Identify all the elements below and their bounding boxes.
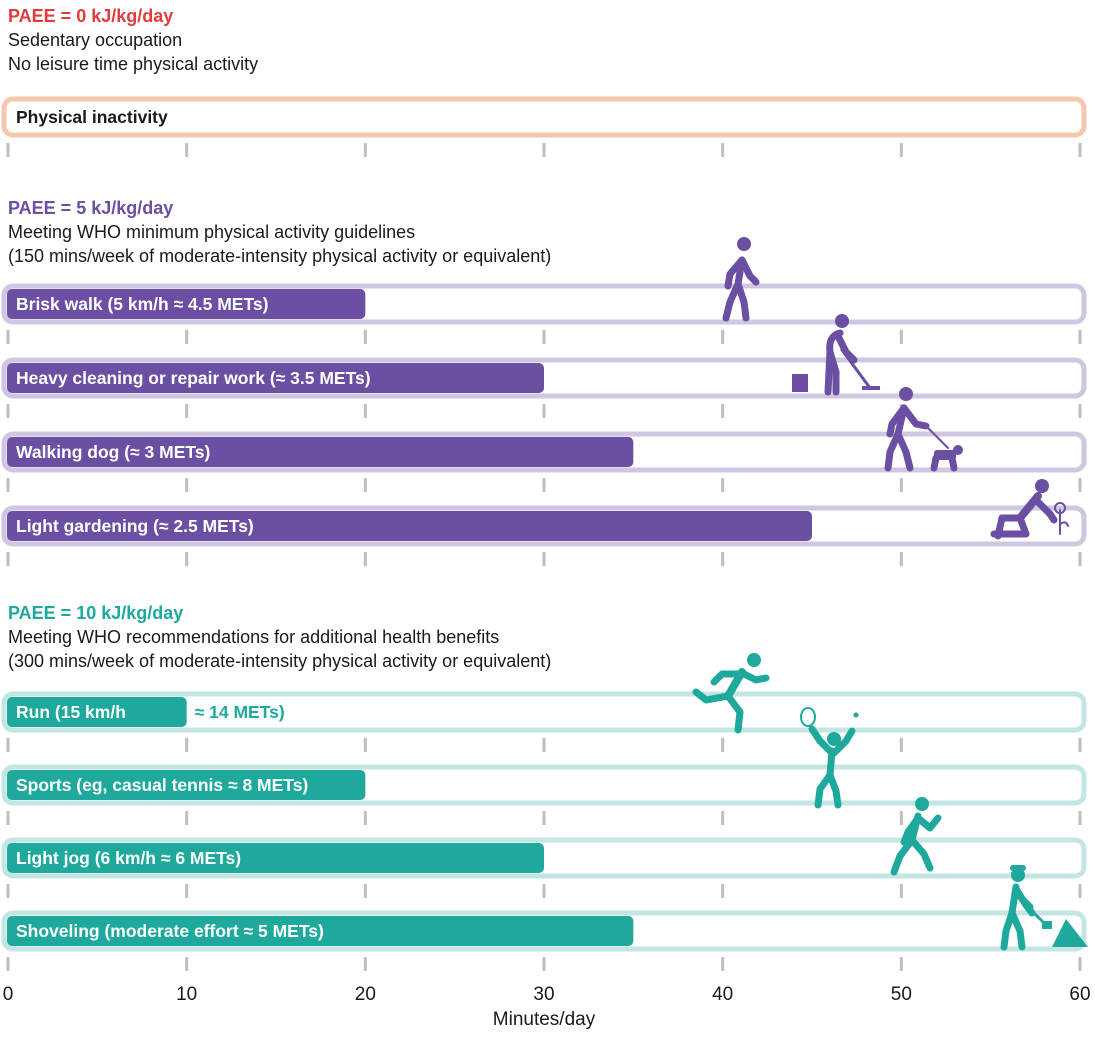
- bar-label: Physical inactivity: [16, 107, 168, 127]
- x-tick-label: 60: [1069, 984, 1090, 1005]
- shoveling-person-icon: [1000, 865, 1088, 951]
- bar: [7, 289, 366, 319]
- group-heading: PAEE = 10 kJ/kg/day: [8, 603, 183, 623]
- bar-label: Light gardening (≈ 2.5 METs): [16, 516, 254, 536]
- group-description: Meeting WHO minimum physical activity gu…: [8, 222, 415, 242]
- bar-label: Run (15 km/h: [16, 702, 126, 722]
- x-tick-label: 40: [712, 984, 733, 1005]
- mopping-person-icon: [792, 314, 880, 396]
- bar: [7, 843, 544, 873]
- group-description: (150 mins/week of moderate-intensity phy…: [8, 246, 551, 266]
- walking-person-icon: [722, 237, 760, 322]
- bar: [7, 697, 187, 727]
- group-description: (300 mins/week of moderate-intensity phy…: [8, 651, 551, 671]
- gardener-icon: [990, 479, 1069, 540]
- group-description: No leisure time physical activity: [8, 54, 258, 74]
- group-heading: PAEE = 0 kJ/kg/day: [8, 6, 173, 26]
- bar-track: [1, 96, 1087, 138]
- x-axis-label: Minutes/day: [493, 1009, 596, 1030]
- bar: [7, 770, 366, 800]
- jogger-icon: [890, 797, 942, 876]
- bar-label: Brisk walk (5 km/h ≈ 4.5 METs): [16, 294, 268, 314]
- x-tick-label: 50: [891, 984, 912, 1005]
- bar: [7, 916, 634, 946]
- sprinter-icon: [692, 653, 770, 734]
- bar: [7, 437, 634, 467]
- x-tick-label: 20: [355, 984, 376, 1005]
- bar-label: Sports (eg, casual tennis ≈ 8 METs): [16, 775, 308, 795]
- dog-walker-icon: [884, 387, 963, 472]
- tennis-player-icon: [800, 707, 859, 809]
- bar-label-outside: ≈ 14 METs): [195, 702, 285, 722]
- x-tick-label: 10: [176, 984, 197, 1005]
- bar-label: Heavy cleaning or repair work (≈ 3.5 MET…: [16, 368, 371, 388]
- bar-label: Light jog (6 km/h ≈ 6 METs): [16, 848, 241, 868]
- bar: [7, 511, 812, 541]
- bar-label: Walking dog (≈ 3 METs): [16, 442, 210, 462]
- bar: [7, 363, 544, 393]
- x-tick-label: 0: [3, 984, 14, 1005]
- group-description: Sedentary occupation: [8, 30, 182, 50]
- group-description: Meeting WHO recommendations for addition…: [8, 627, 499, 647]
- group-heading: PAEE = 5 kJ/kg/day: [8, 198, 173, 218]
- x-tick-label: 30: [533, 984, 554, 1005]
- bar-label: Shoveling (moderate effort ≈ 5 METs): [16, 921, 324, 941]
